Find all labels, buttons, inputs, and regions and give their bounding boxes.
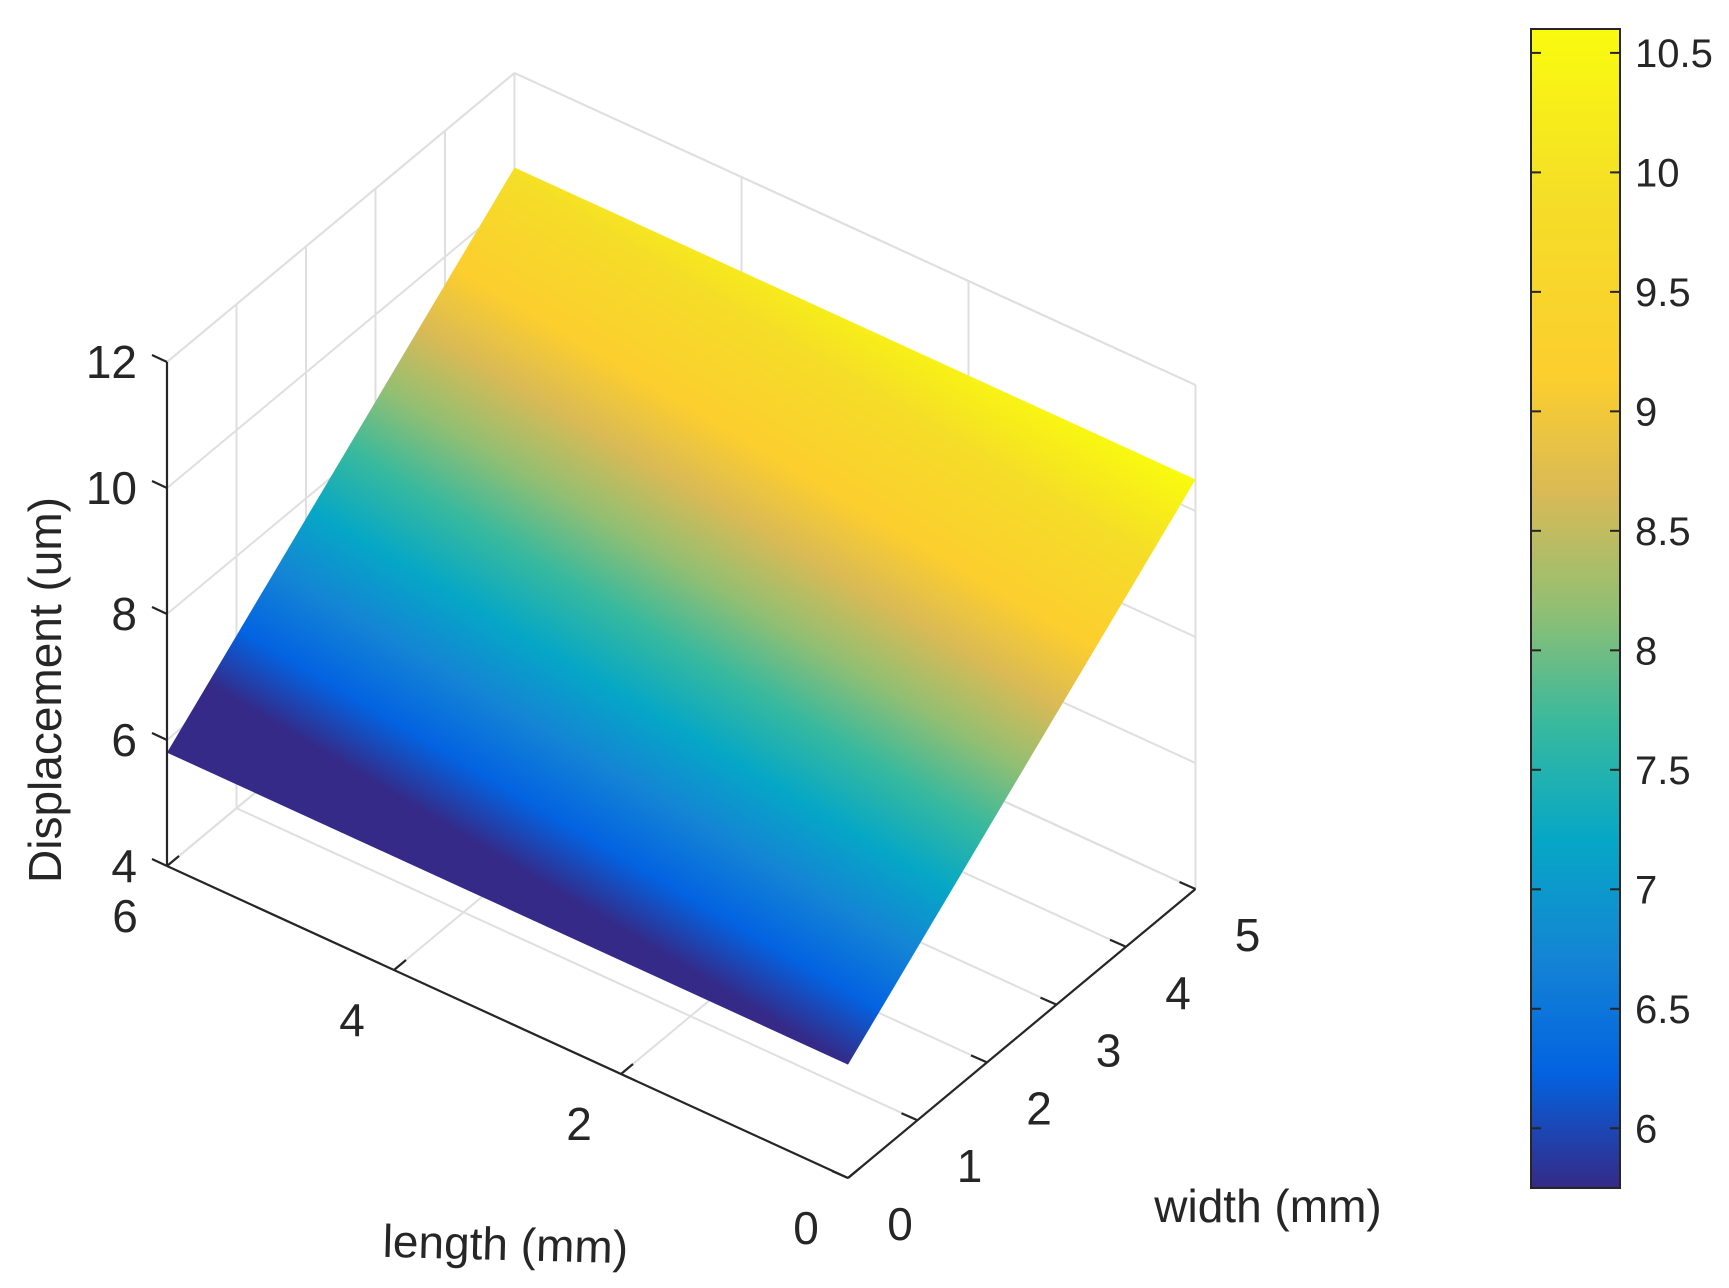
grid-line-displacement (166, 198, 516, 489)
width-tick-label: 0 (887, 1198, 913, 1250)
colorbar-tick-label: 10.5 (1635, 32, 1713, 76)
width-axis-line (847, 888, 1197, 1179)
width-tick-mark (1179, 880, 1196, 891)
colorbar-gradient (1530, 28, 1621, 1189)
length-tick-mark (393, 959, 407, 971)
colorbar-tick-label: 9 (1635, 390, 1657, 434)
colorbar: 6 6.5 7 7.5 8 8.5 9 9.5 10 10.5 (1530, 28, 1713, 1189)
displacement-tick-mark (151, 732, 168, 741)
width-tick-label: 1 (957, 1140, 983, 1192)
displacement-tick-label: 6 (111, 714, 137, 766)
grid-line-displacement (166, 72, 516, 363)
colorbar-tick-label: 10 (1635, 151, 1680, 195)
width-tick-label: 4 (1165, 967, 1191, 1019)
displacement-tick-mark (151, 606, 168, 615)
grid-line-width (236, 807, 918, 1122)
width-tick-mark (901, 1112, 918, 1122)
y-axis-label: width (mm) (1153, 1180, 1381, 1232)
width-tick-mark (1040, 996, 1057, 1006)
colorbar-tick-label: 6 (1635, 1107, 1657, 1151)
x-axis-label: length (mm) (382, 1215, 629, 1273)
colorbar-tick-label: 8 (1635, 629, 1657, 673)
width-tick-label: 3 (1096, 1025, 1122, 1077)
displacement-tick-label: 10 (86, 462, 137, 514)
width-tick-mark (831, 1169, 849, 1180)
width-tick-mark (1109, 938, 1127, 948)
length-tick-label: 2 (566, 1098, 592, 1150)
displacement-tick-label: 12 (86, 336, 137, 388)
displacement-tick-mark (151, 354, 168, 363)
length-tick-label: 6 (112, 890, 138, 942)
surface (167, 167, 1196, 1065)
grid-line-displacement (514, 72, 1196, 386)
displacement-tick-label: 8 (111, 588, 137, 640)
z-axis-label: Displacement (um) (19, 497, 71, 883)
width-tick-label: 2 (1026, 1082, 1052, 1134)
colorbar-tick-label: 6.5 (1635, 988, 1691, 1032)
displacement-surface (167, 167, 1196, 1065)
displacement-tick-label: 4 (111, 840, 137, 892)
displacement-tick-mark (151, 858, 168, 867)
length-tick-mark (620, 1063, 634, 1075)
length-tick-mark (847, 1167, 861, 1179)
length-axis-line (166, 864, 849, 1180)
colorbar-tick-label: 8.5 (1635, 510, 1691, 554)
colorbar-tick-label: 7.5 (1635, 749, 1691, 793)
length-tick-mark (166, 855, 180, 867)
length-tick-label: 4 (339, 994, 365, 1046)
displacement-tick-mark (151, 480, 168, 489)
length-tick-label: 0 (793, 1202, 819, 1254)
colorbar-tick-label: 9.5 (1635, 271, 1691, 315)
width-tick-label: 5 (1235, 909, 1261, 961)
axes (151, 354, 1197, 1180)
width-tick-mark (970, 1054, 988, 1064)
colorbar-tick-label: 7 (1635, 868, 1657, 912)
